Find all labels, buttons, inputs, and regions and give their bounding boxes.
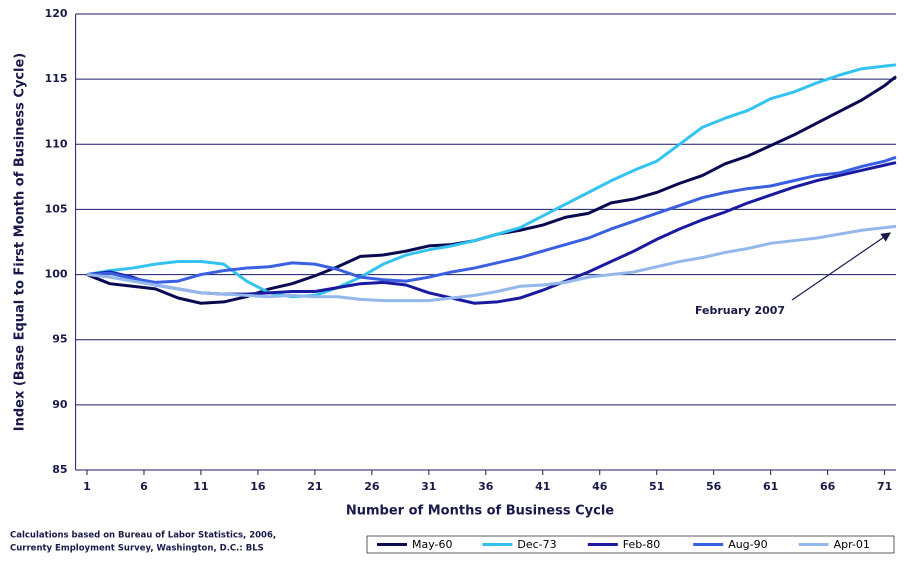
y-tick-label: 95 [52,333,67,346]
x-tick-label: 21 [307,480,322,493]
x-tick-label: 71 [877,480,892,493]
x-tick-label: 26 [364,480,380,493]
x-tick-label: 56 [706,480,722,493]
y-axis-label: Index (Base Equal to First Month of Busi… [13,53,28,432]
legend-label: Aug-90 [728,538,767,551]
x-tick-label: 16 [250,480,266,493]
series-line [86,155,897,284]
x-tick-label: 36 [478,480,494,493]
series-line [86,63,897,299]
y-tick-label: 100 [45,268,68,281]
series-line [86,75,897,305]
x-axis-label: Number of Months of Business Cycle [346,504,614,519]
legend-label: Apr-01 [834,538,870,551]
y-tick-label: 105 [45,202,68,215]
y-tick-label: 110 [45,137,68,150]
x-tick-label: 46 [592,480,608,493]
x-tick-label: 61 [763,480,778,493]
note: Calculations based on Bureau of Labor St… [10,531,276,541]
x-tick-label: 51 [649,480,664,493]
x-tick-label: 41 [535,480,550,493]
series-line [86,224,897,303]
y-tick-label: 90 [52,398,68,411]
legend-label: Dec-73 [517,538,556,551]
legend-label: Feb-80 [623,538,660,551]
annotation-arrow [791,232,891,301]
x-tick-label: 1 [83,480,91,493]
x-tick-label: 11 [193,480,208,493]
y-tick-label: 115 [45,72,68,85]
y-tick-label: 85 [52,463,67,476]
x-tick-label: 31 [421,480,436,493]
x-tick-label: 6 [140,480,148,493]
note: Currenty Employment Survey, Washington, … [10,544,264,554]
annotation: February 2007 [695,304,785,317]
y-tick-label: 120 [45,7,68,20]
legend-label: May-60 [412,538,453,551]
legend [366,535,895,554]
x-tick-label: 66 [820,480,836,493]
